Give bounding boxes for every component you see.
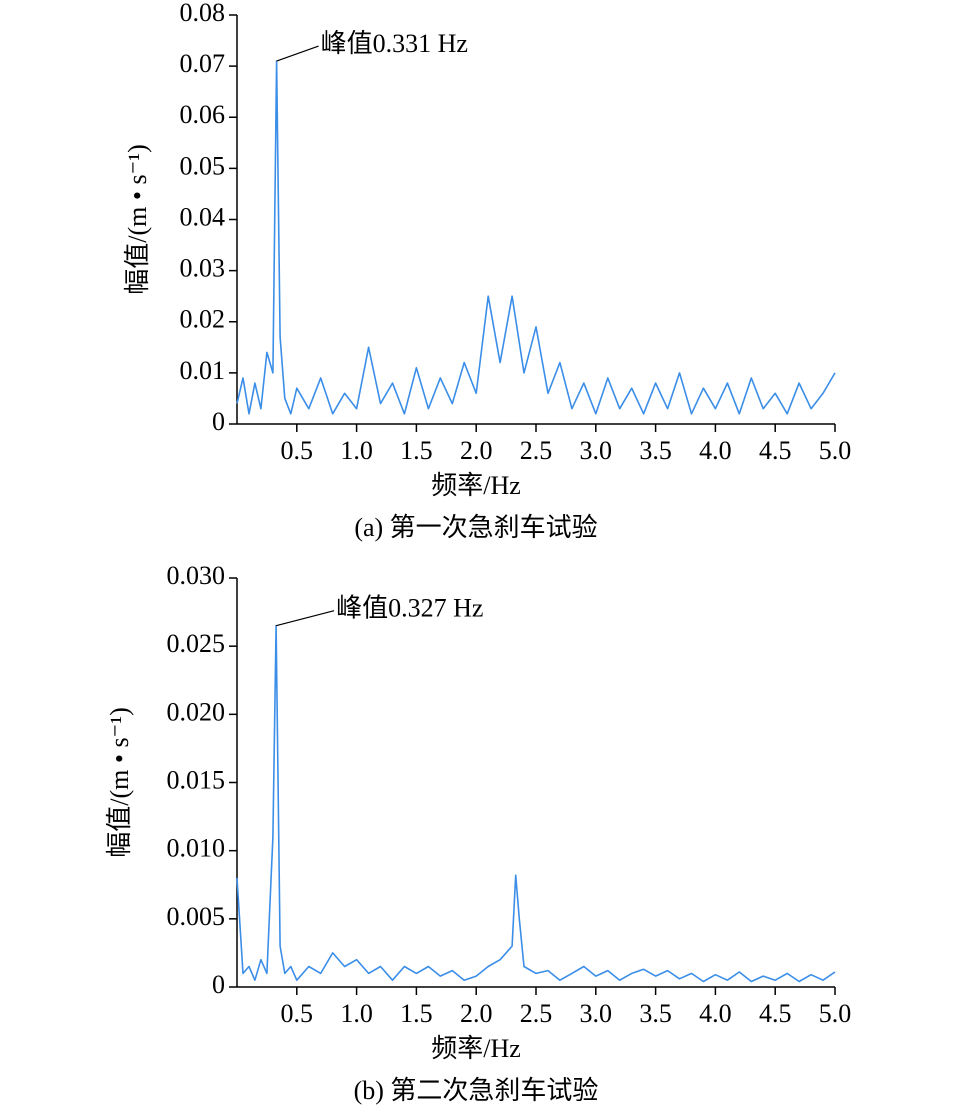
x-axis-label: 频率/Hz bbox=[431, 471, 521, 500]
y-tick-label: 0.03 bbox=[180, 254, 226, 283]
x-tick-label: 1.5 bbox=[400, 999, 433, 1028]
x-tick-label: 4.5 bbox=[759, 436, 792, 465]
x-tick-label: 0.5 bbox=[281, 999, 314, 1028]
y-tick-label: 0.030 bbox=[167, 561, 226, 590]
y-tick-label: 0.010 bbox=[167, 834, 226, 863]
x-tick-label: 5.0 bbox=[819, 999, 852, 1028]
annotation: 峰值0.331 Hz bbox=[321, 29, 468, 58]
x-axis-label: 频率/Hz bbox=[431, 1034, 521, 1063]
x-tick-label: 4.0 bbox=[699, 999, 732, 1028]
spectrum-line bbox=[236, 60, 836, 415]
y-tick-label: 0.01 bbox=[180, 356, 226, 385]
x-tick-label: 2.0 bbox=[460, 999, 493, 1028]
x-tick-label: 2.5 bbox=[520, 999, 553, 1028]
x-tick-label: 1.0 bbox=[340, 999, 373, 1028]
x-tick-label: 5.0 bbox=[819, 436, 852, 465]
x-tick-label: 3.5 bbox=[639, 436, 672, 465]
y-tick-label: 0 bbox=[212, 407, 225, 436]
y-tick-label: 0.05 bbox=[180, 151, 226, 180]
y-tick-label: 0.07 bbox=[180, 49, 226, 78]
x-tick-label: 1.5 bbox=[400, 436, 433, 465]
x-tick-label: 2.0 bbox=[460, 436, 493, 465]
y-tick-label: 0.04 bbox=[180, 202, 226, 231]
y-tick-label: 0.02 bbox=[180, 305, 226, 334]
y-tick-label: 0.08 bbox=[180, 0, 226, 27]
y-axis-label: 幅值/(m • s⁻¹) bbox=[105, 707, 134, 858]
spectrum-line bbox=[236, 624, 836, 983]
x-tick-label: 3.0 bbox=[580, 999, 613, 1028]
caption: (b) 第二次急刹车试验 bbox=[354, 1076, 599, 1105]
x-tick-label: 1.0 bbox=[340, 436, 373, 465]
caption: (a) 第一次急刹车试验 bbox=[354, 513, 597, 542]
x-tick-label: 2.5 bbox=[520, 436, 553, 465]
y-tick-label: 0.025 bbox=[167, 629, 226, 658]
x-tick-label: 3.5 bbox=[639, 999, 672, 1028]
y-tick-label: 0.020 bbox=[167, 697, 226, 726]
annotation: 峰值0.327 Hz bbox=[336, 594, 483, 623]
y-tick-label: 0.005 bbox=[167, 902, 226, 931]
x-tick-label: 3.0 bbox=[580, 436, 613, 465]
y-axis-label: 幅值/(m • s⁻¹) bbox=[123, 144, 152, 295]
x-tick-label: 0.5 bbox=[281, 436, 314, 465]
x-tick-label: 4.5 bbox=[759, 999, 792, 1028]
y-tick-label: 0 bbox=[212, 970, 225, 999]
x-tick-label: 4.0 bbox=[699, 436, 732, 465]
y-tick-label: 0.06 bbox=[180, 100, 226, 129]
y-tick-label: 0.015 bbox=[167, 765, 226, 794]
annotation-leader bbox=[276, 45, 319, 62]
annotation-leader bbox=[275, 610, 335, 627]
